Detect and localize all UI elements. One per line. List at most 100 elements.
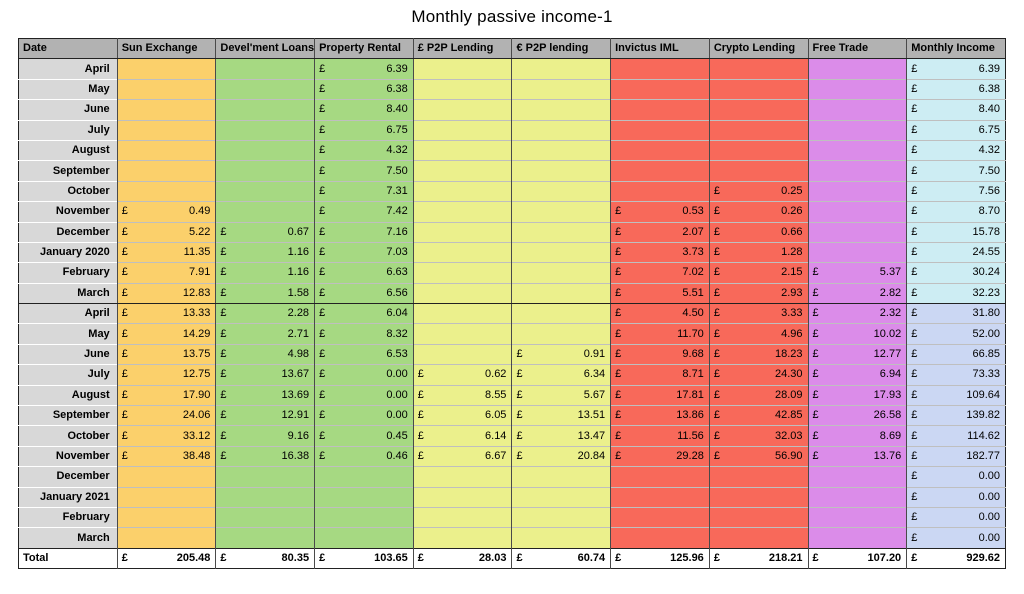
cell-monthly-income[interactable]: £0.00 [906,486,1006,508]
cell-crypto-lending[interactable]: £2.15 [708,262,808,284]
cell-sun-exchange[interactable] [116,527,216,549]
cell-sun-exchange[interactable]: £205.48 [116,547,216,569]
cell-p2p-lending[interactable] [511,466,611,488]
cell-crypto-lending[interactable] [708,58,808,80]
cell-invictus-iml[interactable]: £8.71 [610,364,710,386]
cell-property-rental[interactable]: £0.46 [314,445,414,467]
cell-sun-exchange[interactable] [116,486,216,508]
row-label-date[interactable]: March [18,282,118,305]
cell-sun-exchange[interactable]: £38.48 [116,445,216,467]
cell-invictus-iml[interactable]: £3.73 [610,241,710,263]
cell-free-trade[interactable]: £13.76 [807,445,907,467]
cell-property-rental[interactable]: £6.04 [314,303,414,324]
cell-p2p-lending[interactable] [412,180,512,202]
cell-crypto-lending[interactable]: £1.28 [708,241,808,263]
cell-p2p-lending[interactable] [412,58,512,80]
cell-p2p-lending[interactable]: £13.51 [511,405,611,426]
column-header-property-rental[interactable]: Property Rental [314,38,414,60]
cell-crypto-lending[interactable] [708,160,808,182]
column-header-sun-exchange[interactable]: Sun Exchange [116,38,216,60]
cell-property-rental[interactable]: £6.75 [314,119,414,141]
cell-crypto-lending[interactable]: £4.96 [708,323,808,345]
cell-property-rental[interactable]: £7.03 [314,241,414,263]
cell-devel-ment-loans[interactable] [215,119,315,141]
cell-sun-exchange[interactable]: £24.06 [116,405,216,426]
cell-p2p-lending[interactable] [511,201,611,223]
cell-p2p-lending[interactable] [511,78,611,100]
cell-p2p-lending[interactable] [412,221,512,243]
cell-invictus-iml[interactable] [610,180,710,202]
column-header-p2p-lending[interactable]: € P2P lending [511,38,611,60]
cell-crypto-lending[interactable]: £0.25 [708,180,808,202]
cell-p2p-lending[interactable] [412,201,512,223]
cell-crypto-lending[interactable]: £32.03 [708,425,808,447]
cell-crypto-lending[interactable]: £42.85 [708,405,808,426]
cell-devel-ment-loans[interactable]: £1.16 [215,262,315,284]
cell-monthly-income[interactable]: £6.38 [906,78,1006,100]
cell-free-trade[interactable] [807,506,907,528]
cell-monthly-income[interactable]: £0.00 [906,466,1006,488]
cell-p2p-lending[interactable] [511,221,611,243]
cell-sun-exchange[interactable]: £17.90 [116,384,216,406]
cell-p2p-lending[interactable] [511,527,611,549]
cell-monthly-income[interactable]: £109.64 [906,384,1006,406]
cell-monthly-income[interactable]: £32.23 [906,282,1006,305]
cell-sun-exchange[interactable] [116,466,216,488]
cell-monthly-income[interactable]: £8.40 [906,99,1006,121]
cell-sun-exchange[interactable] [116,78,216,100]
row-label-date[interactable]: July [18,364,118,386]
cell-sun-exchange[interactable]: £5.22 [116,221,216,243]
cell-free-trade[interactable]: £17.93 [807,384,907,406]
cell-property-rental[interactable]: £7.42 [314,201,414,223]
cell-p2p-lending[interactable] [412,119,512,141]
cell-p2p-lending[interactable] [412,527,512,549]
cell-invictus-iml[interactable]: £4.50 [610,303,710,324]
cell-devel-ment-loans[interactable]: £1.58 [215,282,315,305]
cell-invictus-iml[interactable] [610,527,710,549]
cell-devel-ment-loans[interactable]: £12.91 [215,405,315,426]
cell-monthly-income[interactable]: £182.77 [906,445,1006,467]
cell-monthly-income[interactable]: £114.62 [906,425,1006,447]
cell-crypto-lending[interactable]: £24.30 [708,364,808,386]
cell-property-rental[interactable]: £7.16 [314,221,414,243]
row-label-date[interactable]: June [18,343,118,365]
cell-crypto-lending[interactable] [708,139,808,161]
cell-p2p-lending[interactable] [412,343,512,365]
cell-p2p-lending[interactable] [511,119,611,141]
cell-devel-ment-loans[interactable]: £2.71 [215,323,315,345]
row-label-date[interactable]: February [18,506,118,528]
row-label-date[interactable]: May [18,78,118,100]
cell-p2p-lending[interactable] [412,282,512,305]
cell-p2p-lending[interactable]: £6.05 [412,405,512,426]
cell-p2p-lending[interactable] [511,180,611,202]
cell-p2p-lending[interactable] [511,58,611,80]
cell-property-rental[interactable]: £6.39 [314,58,414,80]
cell-p2p-lending[interactable]: £8.55 [412,384,512,406]
row-label-date[interactable]: April [18,58,118,80]
cell-p2p-lending[interactable] [511,486,611,508]
cell-invictus-iml[interactable]: £13.86 [610,405,710,426]
cell-property-rental[interactable]: £7.50 [314,160,414,182]
cell-invictus-iml[interactable]: £7.02 [610,262,710,284]
cell-sun-exchange[interactable]: £12.83 [116,282,216,305]
cell-crypto-lending[interactable] [708,506,808,528]
cell-p2p-lending[interactable] [412,303,512,324]
cell-monthly-income[interactable]: £30.24 [906,262,1006,284]
cell-free-trade[interactable] [807,527,907,549]
cell-free-trade[interactable] [807,160,907,182]
cell-p2p-lending[interactable]: £6.14 [412,425,512,447]
cell-monthly-income[interactable]: £0.00 [906,527,1006,549]
cell-free-trade[interactable]: £2.32 [807,303,907,324]
cell-p2p-lending[interactable]: £60.74 [511,547,611,569]
row-label-date[interactable]: October [18,425,118,447]
cell-monthly-income[interactable]: £24.55 [906,241,1006,263]
cell-p2p-lending[interactable] [511,99,611,121]
cell-p2p-lending[interactable] [412,160,512,182]
column-header-monthly-income[interactable]: Monthly Income [906,38,1006,60]
cell-crypto-lending[interactable]: £28.09 [708,384,808,406]
cell-property-rental[interactable]: £6.53 [314,343,414,365]
cell-property-rental[interactable]: £0.45 [314,425,414,447]
cell-invictus-iml[interactable] [610,139,710,161]
cell-monthly-income[interactable]: £6.75 [906,119,1006,141]
cell-property-rental[interactable]: £0.00 [314,405,414,426]
